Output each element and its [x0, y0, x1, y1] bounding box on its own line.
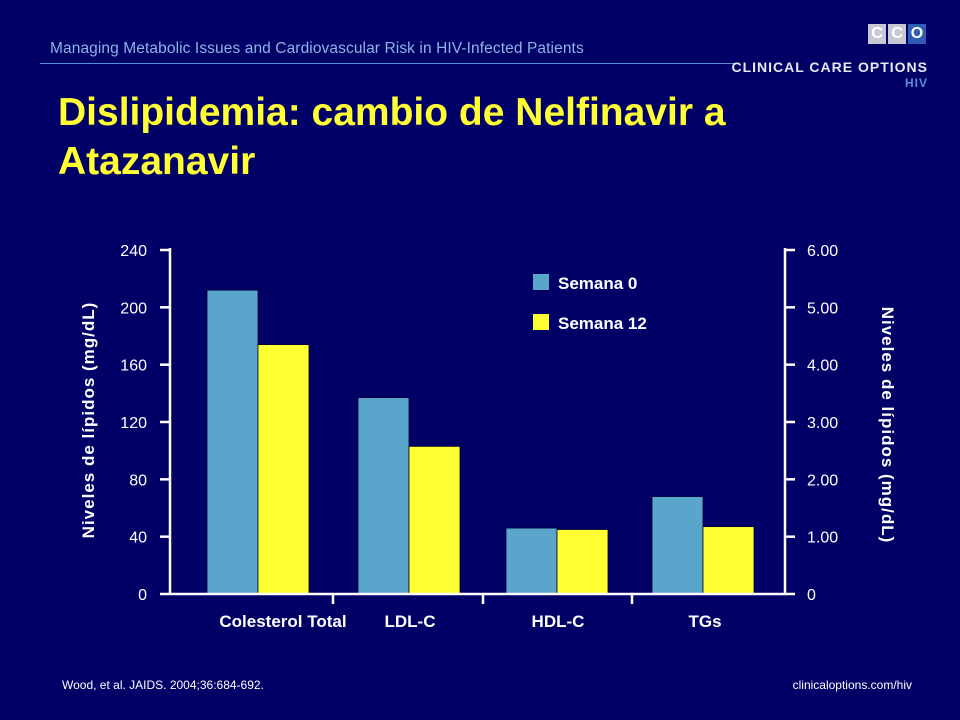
- bar: [651, 496, 704, 595]
- y-tick-label: 40: [129, 530, 147, 547]
- bar: [556, 529, 609, 595]
- y2-tick-label: 0: [807, 587, 816, 604]
- slide-title: Dislipidemia: cambio de Nelfinavir a Ata…: [58, 91, 726, 183]
- y-tick-label: 160: [120, 358, 147, 375]
- bar: [206, 289, 259, 595]
- legend-label: Semana 12: [558, 314, 647, 333]
- bar: [408, 445, 461, 595]
- legend: Semana 0 Semana 12: [533, 274, 647, 333]
- labels-layer: 0 40 80 120 160 200 240 0 1.00 2.00 3.00 4.00 5.00 6.…: [79, 243, 897, 631]
- y-tick-label: 240: [120, 243, 147, 260]
- header-text: Managing Metabolic Issues and Cardiovasc…: [50, 40, 584, 57]
- category-label: Colesterol Total: [219, 612, 346, 631]
- header-divider: [40, 63, 738, 64]
- bar: [702, 526, 755, 595]
- y2-tick-label: 5.00: [807, 300, 838, 317]
- footer-url: clinicaloptions.com/hiv: [792, 678, 912, 692]
- logo-letter-boxes: C C O: [866, 24, 926, 44]
- y2-tick-label: 1.00: [807, 530, 838, 547]
- y2-tick-label: 3.00: [807, 415, 838, 432]
- bar: [257, 344, 310, 595]
- category-label: HDL-C: [532, 612, 585, 631]
- logo-name: CLINICAL CARE OPTIONS: [731, 59, 928, 75]
- y-tick-label: 200: [120, 300, 147, 317]
- bar: [505, 527, 558, 595]
- category-label: LDL-C: [385, 612, 436, 631]
- axes-layer: [160, 248, 795, 604]
- y-tick-label: 80: [129, 472, 147, 489]
- y2-axis-title: Niveles de lípidos (mg/dL): [878, 307, 897, 544]
- logo-sub: HIV: [904, 76, 928, 90]
- y2-tick-label: 4.00: [807, 358, 838, 375]
- bar: [357, 397, 410, 595]
- legend-label: Semana 0: [558, 274, 637, 293]
- y-tick-label: 0: [138, 587, 147, 604]
- y2-tick-label: 2.00: [807, 472, 838, 489]
- citation: Wood, et al. JAIDS. 2004;36:684-692.: [62, 678, 264, 692]
- y2-tick-label: 6.00: [807, 243, 838, 260]
- logo-letter: C: [868, 24, 886, 44]
- logo-letter: O: [908, 24, 926, 44]
- legend-swatch: [533, 314, 549, 330]
- legend-swatch: [533, 274, 549, 290]
- cco-logo: C C O CLINICAL CARE OPTIONS HIV: [731, 24, 932, 94]
- bars-layer: [206, 289, 755, 595]
- logo-letter: C: [888, 24, 906, 44]
- category-label: TGs: [688, 612, 721, 631]
- y-tick-label: 120: [120, 415, 147, 432]
- y-axis-title: Niveles de lípidos (mg/dL): [79, 302, 98, 539]
